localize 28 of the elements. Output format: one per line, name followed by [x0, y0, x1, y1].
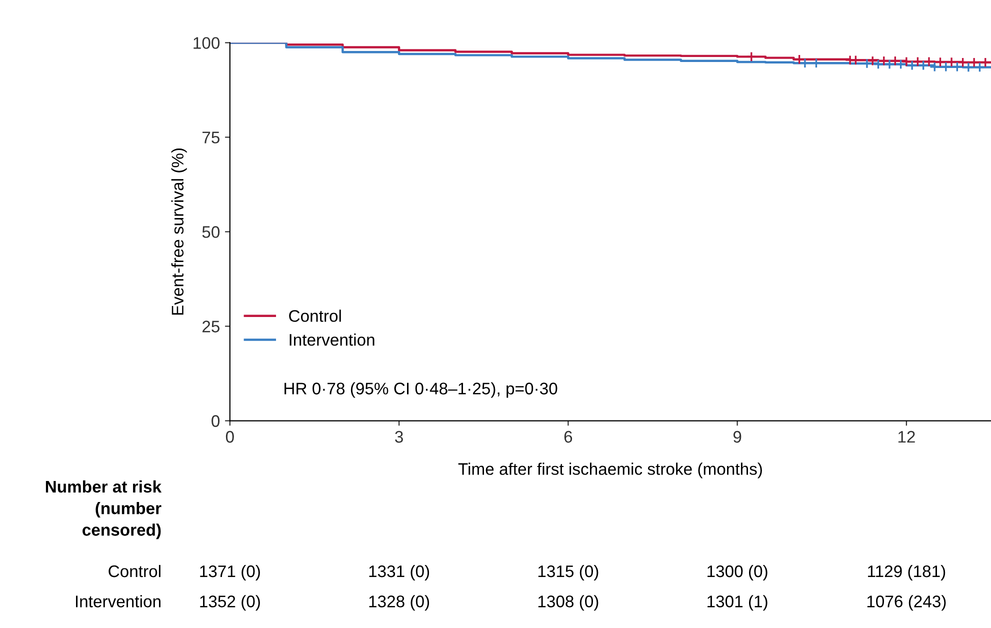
y-axis-title: Event-free survival (%)	[171, 148, 187, 315]
text: 1129 (181)	[868, 564, 946, 580]
x-tick-label: 3	[395, 430, 403, 443]
x-tick-label: 12	[898, 430, 915, 443]
y-tick-label: 25	[202, 320, 220, 332]
x-tick-label: 9	[733, 430, 742, 443]
text: Control	[108, 564, 160, 578]
legend-label: Control	[289, 310, 341, 322]
y-tick-label: 100	[194, 37, 220, 49]
text: 1076 (243)	[867, 595, 946, 611]
text: Number at risk (number censored)	[46, 480, 162, 540]
x-tick-label: 6	[564, 430, 572, 443]
x-tick-label: 0	[226, 430, 234, 443]
text: 1308 (0)	[538, 595, 598, 611]
text: 1331 (0)	[369, 564, 430, 580]
text: 1301 (1)	[708, 595, 768, 611]
x-axis-title: Time after first ischaemic stroke (months)	[458, 462, 762, 478]
legend-label: Intervention	[290, 334, 374, 346]
text: 1371 (0)	[200, 564, 260, 580]
text: 1328 (0)	[369, 595, 430, 611]
text: 1352 (0)	[200, 595, 260, 611]
text: 1315 (0)	[538, 564, 598, 580]
text: Intervention	[76, 595, 160, 608]
y-tick-label: 75	[202, 132, 220, 144]
y-tick-label: 0	[212, 415, 220, 427]
text: 1300 (0)	[708, 564, 768, 580]
y-tick-label: 50	[202, 226, 220, 238]
annotation: HR 0·78 (95% CI 0·48–1·25), p=0·30	[284, 382, 558, 398]
